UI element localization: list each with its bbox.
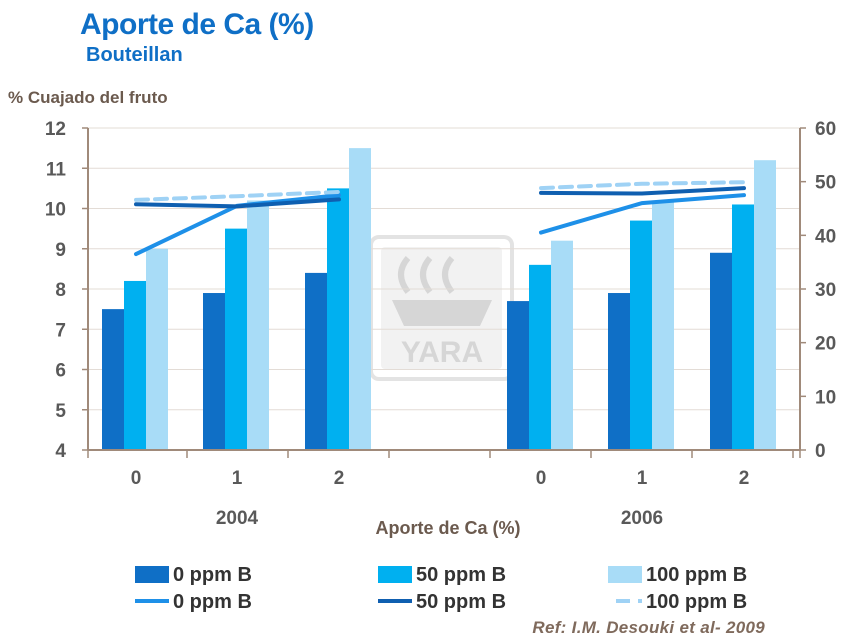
series-line: [539, 180, 746, 191]
y-tick-label: 5: [55, 401, 66, 422]
y-tick-label: 12: [45, 119, 66, 140]
legend-label: 50 ppm B: [416, 564, 506, 586]
legend-swatch: [135, 566, 169, 583]
series-line: [539, 193, 746, 235]
series-line: [134, 197, 341, 209]
group-label: 2004: [216, 508, 259, 529]
bar: [247, 200, 269, 450]
group-label: 2006: [621, 508, 663, 529]
bar: [102, 309, 124, 450]
y2-tick-label: 20: [815, 334, 836, 355]
y2-tick-label: 30: [815, 280, 836, 301]
legend-swatch: [608, 566, 642, 583]
y-tick-label: 7: [55, 320, 66, 341]
legend-label: 0 ppm B: [173, 564, 252, 586]
bar: [225, 228, 247, 450]
y2-tick-label: 0: [815, 441, 826, 462]
legend-swatch: [378, 566, 412, 583]
legend-label: 0 ppm B: [173, 591, 252, 613]
y-tick-label: 10: [45, 200, 66, 221]
y-tick-label: 4: [55, 441, 66, 462]
watermark-ship-icon: [392, 300, 492, 326]
bar: [349, 148, 371, 450]
x-tick-label: 2: [739, 468, 750, 489]
y-tick-label: 6: [55, 361, 66, 382]
axes: [82, 127, 806, 458]
bar: [203, 293, 225, 450]
y-axis-label: % Cuajado del fruto: [8, 88, 168, 107]
x-tick-label: 0: [536, 468, 547, 489]
bar: [754, 160, 776, 450]
reference-note: Ref: I.M. Desouki et al- 2009: [532, 618, 765, 637]
y-tick-label: 9: [55, 240, 66, 261]
bar: [732, 204, 754, 450]
yara-watermark-logo: YARA: [369, 235, 514, 381]
watermark-text: YARA: [401, 336, 483, 369]
x-tick-label: 1: [232, 468, 243, 489]
bar: [146, 248, 168, 450]
chart-subtitle: Bouteillan: [86, 44, 183, 66]
chart-title: Aporte de Ca (%): [80, 8, 314, 41]
y2-tick-label: 10: [815, 387, 836, 408]
y2-tick-label: 50: [815, 173, 836, 194]
legend: 0 ppm B 50 ppm B 100 ppm B 0 ppm B 50 ppm B 1…: [135, 564, 747, 613]
bar: [608, 293, 630, 450]
bar-series: [102, 148, 776, 450]
bar: [551, 240, 573, 450]
y2-tick-label: 60: [815, 119, 836, 140]
y-tick-label: 11: [46, 159, 67, 180]
legend-label: 100 ppm B: [646, 591, 747, 613]
line-series: [134, 180, 746, 257]
x-axis-label: Aporte de Ca (%): [375, 518, 520, 538]
bar: [529, 264, 551, 450]
series-line: [134, 189, 341, 202]
bar: [305, 272, 327, 450]
y2-tick-label: 40: [815, 226, 836, 247]
series-line: [539, 186, 746, 196]
y-tick-label: 8: [55, 280, 66, 301]
legend-label: 50 ppm B: [416, 591, 506, 613]
bar: [710, 252, 732, 450]
bar: [630, 220, 652, 450]
bar: [124, 280, 146, 450]
bar: [652, 200, 674, 450]
legend-label: 100 ppm B: [646, 564, 747, 586]
x-tick-label: 2: [334, 468, 345, 489]
bar: [327, 188, 349, 450]
bar: [507, 301, 529, 450]
x-tick-label: 0: [131, 468, 142, 489]
x-tick-label: 1: [637, 468, 648, 489]
